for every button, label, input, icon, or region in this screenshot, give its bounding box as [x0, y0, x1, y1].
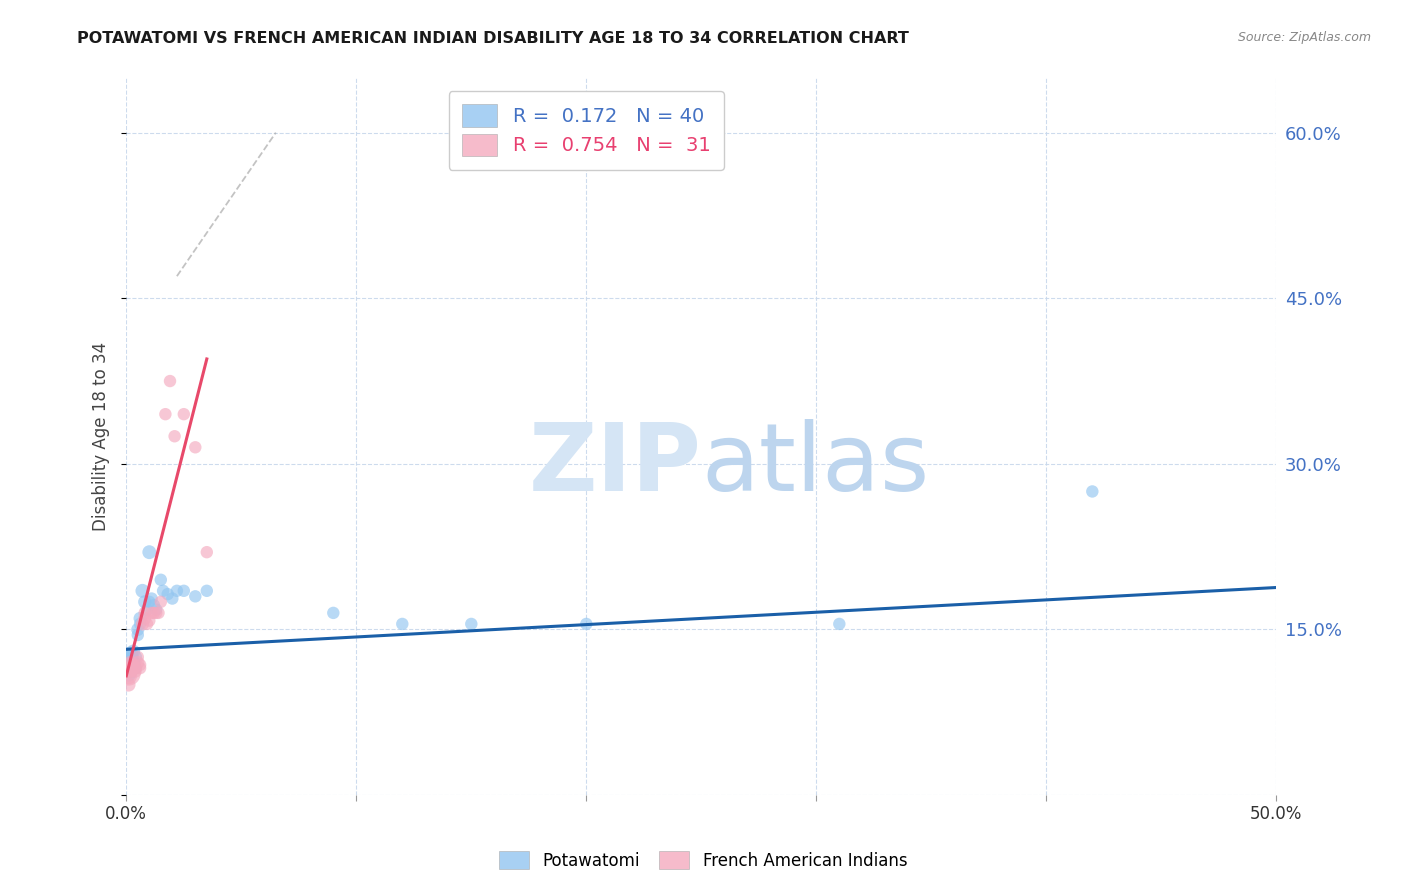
Point: [141, 591, 163, 606]
Point: [391, 616, 413, 631]
Point: [152, 583, 174, 598]
Point: [460, 616, 482, 631]
Point: [195, 545, 218, 559]
Point: [124, 665, 146, 679]
Point: [117, 669, 139, 683]
Point: [117, 661, 139, 675]
Point: [149, 573, 172, 587]
Point: [120, 665, 142, 679]
Point: [142, 598, 165, 612]
Point: [166, 583, 188, 598]
Point: [127, 628, 149, 642]
Point: [122, 661, 145, 675]
Point: [129, 616, 152, 631]
Point: [124, 650, 146, 665]
Point: [134, 611, 156, 625]
Text: Source: ZipAtlas.com: Source: ZipAtlas.com: [1237, 31, 1371, 45]
Point: [184, 590, 207, 604]
Point: [129, 611, 152, 625]
Point: [195, 583, 218, 598]
Point: [120, 661, 142, 675]
Point: [117, 678, 139, 692]
Point: [127, 623, 149, 637]
Legend: Potawatomi, French American Indians: Potawatomi, French American Indians: [492, 845, 914, 877]
Point: [127, 650, 149, 665]
Point: [159, 374, 181, 388]
Point: [173, 583, 195, 598]
Point: [136, 602, 159, 616]
Point: [117, 666, 139, 681]
Point: [129, 661, 152, 675]
Point: [129, 657, 152, 672]
Point: [131, 583, 153, 598]
Point: [149, 595, 172, 609]
Point: [122, 657, 145, 672]
Y-axis label: Disability Age 18 to 34: Disability Age 18 to 34: [93, 342, 110, 531]
Point: [1081, 484, 1104, 499]
Point: [122, 656, 145, 670]
Point: [117, 666, 139, 681]
Point: [120, 653, 142, 667]
Legend: R =  0.172   N = 40, R =  0.754   N =  31: R = 0.172 N = 40, R = 0.754 N = 31: [449, 91, 724, 169]
Text: ZIP: ZIP: [529, 419, 702, 511]
Text: POTAWATOMI VS FRENCH AMERICAN INDIAN DISABILITY AGE 18 TO 34 CORRELATION CHART: POTAWATOMI VS FRENCH AMERICAN INDIAN DIS…: [77, 31, 910, 46]
Point: [138, 614, 160, 628]
Point: [131, 616, 153, 631]
Point: [117, 661, 139, 675]
Text: atlas: atlas: [702, 419, 929, 511]
Point: [122, 657, 145, 672]
Point: [124, 661, 146, 675]
Point: [156, 587, 179, 601]
Point: [134, 595, 156, 609]
Point: [134, 606, 156, 620]
Point: [141, 606, 163, 620]
Point: [162, 591, 184, 606]
Point: [142, 606, 165, 620]
Point: [173, 407, 195, 421]
Point: [575, 616, 598, 631]
Point: [120, 665, 142, 679]
Point: [184, 440, 207, 454]
Point: [120, 647, 142, 661]
Point: [155, 407, 177, 421]
Point: [828, 616, 851, 631]
Point: [120, 656, 142, 670]
Point: [120, 661, 142, 675]
Point: [117, 657, 139, 672]
Point: [163, 429, 186, 443]
Point: [136, 616, 159, 631]
Point: [148, 606, 170, 620]
Point: [138, 545, 160, 559]
Point: [124, 661, 146, 675]
Point: [145, 602, 167, 616]
Point: [138, 595, 160, 609]
Point: [117, 656, 139, 670]
Point: [122, 644, 145, 658]
Point: [145, 606, 167, 620]
Point: [127, 656, 149, 670]
Point: [322, 606, 344, 620]
Point: [117, 650, 139, 665]
